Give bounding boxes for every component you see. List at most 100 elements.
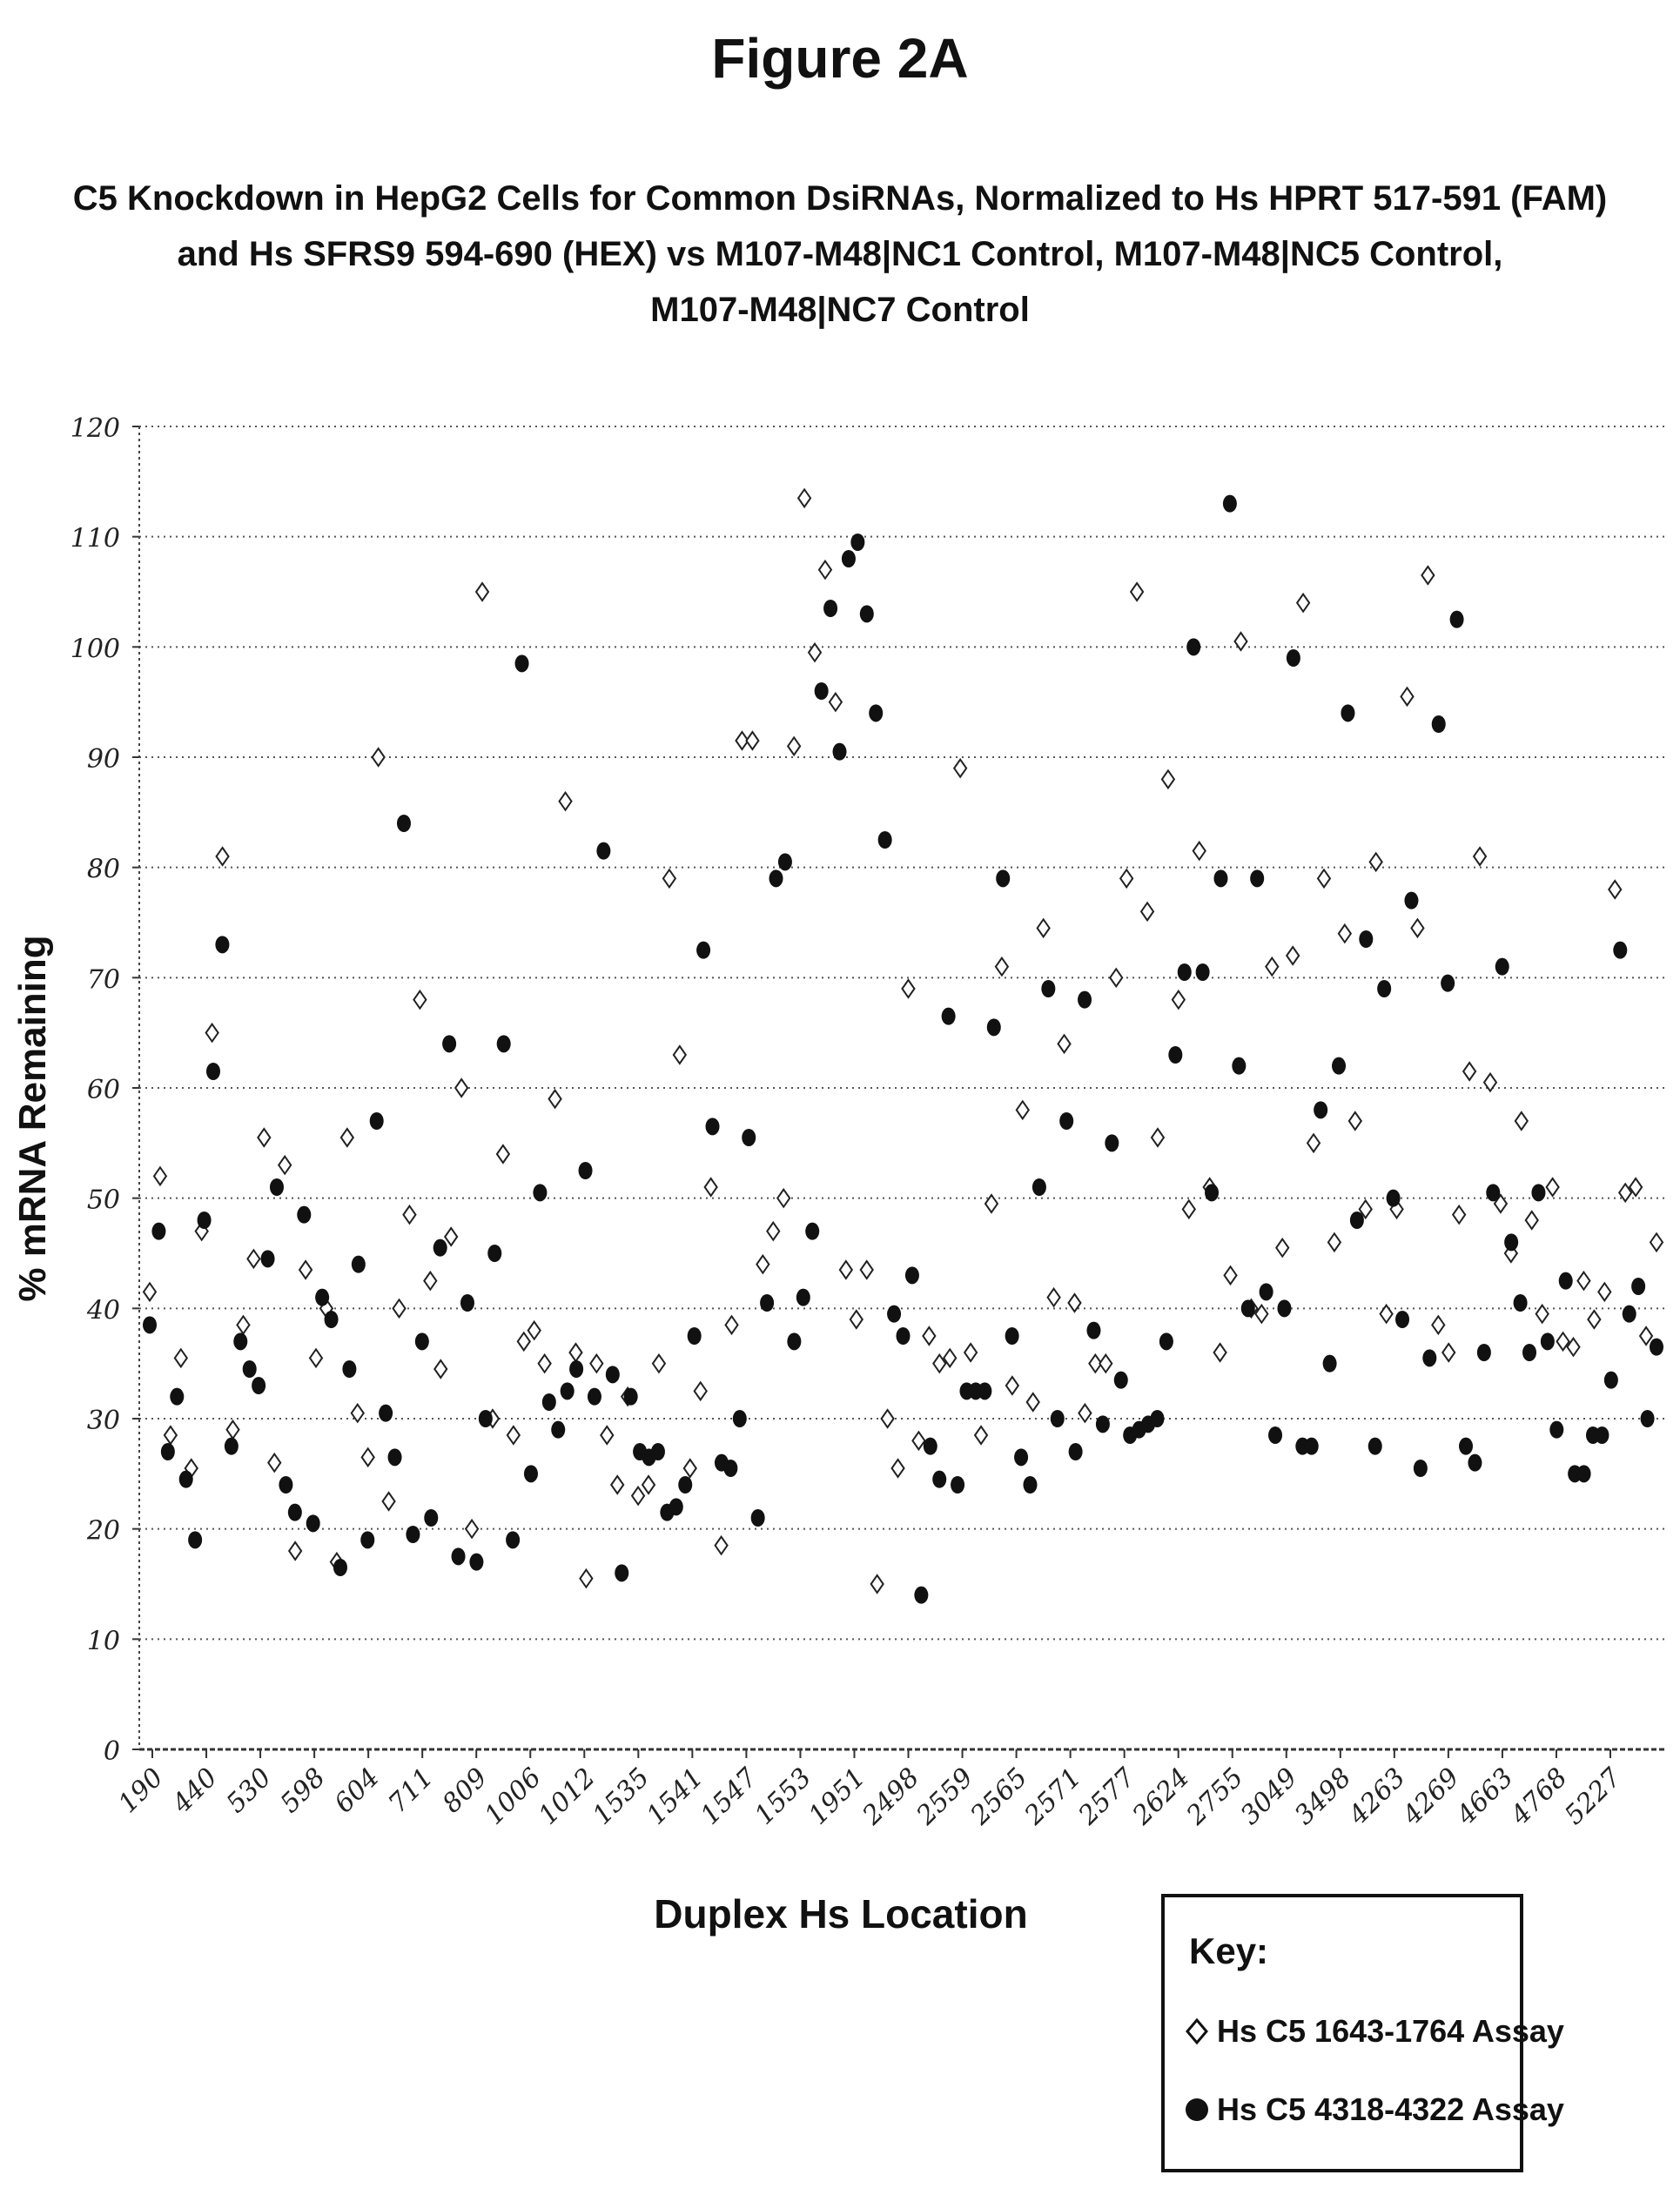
- x-tick-label: 2565: [964, 1762, 1033, 1831]
- point-filled-circle: [1186, 638, 1201, 656]
- point-open-diamond: [682, 1458, 697, 1479]
- point-filled-circle: [814, 682, 829, 700]
- point-filled-circle: [796, 1288, 810, 1306]
- point-open-diamond: [236, 1314, 251, 1336]
- y-tick-label: 100: [71, 634, 120, 664]
- point-filled-circle: [514, 654, 529, 673]
- point-filled-circle: [1395, 1311, 1410, 1328]
- point-filled-circle: [1086, 1321, 1101, 1339]
- point-open-diamond: [870, 1574, 884, 1594]
- point-filled-circle: [478, 1410, 493, 1427]
- point-open-diamond: [1233, 631, 1248, 652]
- point-open-diamond: [173, 1347, 189, 1369]
- point-open-diamond: [1482, 1071, 1498, 1093]
- x-tick-label: 2624: [1126, 1762, 1195, 1831]
- point-filled-circle: [252, 1377, 266, 1394]
- point-filled-circle: [578, 1162, 593, 1179]
- point-open-diamond: [943, 1347, 958, 1369]
- point-open-diamond: [1368, 851, 1383, 873]
- point-open-diamond: [672, 1044, 688, 1065]
- point-filled-circle: [587, 1387, 601, 1406]
- point-filled-circle: [787, 1332, 802, 1351]
- point-filled-circle: [1150, 1410, 1165, 1427]
- point-filled-circle: [1304, 1437, 1319, 1455]
- point-filled-circle: [805, 1222, 820, 1240]
- point-open-diamond: [1078, 1402, 1092, 1424]
- point-filled-circle: [469, 1553, 484, 1571]
- x-axis-label: Duplex Hs Location: [654, 1891, 1027, 1937]
- point-filled-circle: [1095, 1415, 1110, 1433]
- point-filled-circle: [1468, 1453, 1482, 1472]
- point-filled-circle: [1113, 1371, 1128, 1389]
- point-open-diamond: [859, 1259, 874, 1280]
- x-tick-label: 598: [275, 1762, 332, 1819]
- point-open-diamond: [1316, 868, 1332, 889]
- x-tick-label: 1951: [803, 1762, 871, 1831]
- x-tick-label: 1535: [587, 1762, 655, 1831]
- point-open-diamond: [1067, 1292, 1082, 1313]
- point-filled-circle: [188, 1531, 203, 1549]
- point-open-diamond: [1327, 1232, 1342, 1253]
- point-filled-circle: [1105, 1134, 1119, 1152]
- point-open-diamond: [402, 1204, 417, 1225]
- point-filled-circle: [996, 869, 1011, 888]
- point-open-diamond: [849, 1309, 864, 1330]
- point-filled-circle: [406, 1526, 420, 1543]
- point-filled-circle: [769, 869, 783, 888]
- point-open-diamond: [371, 747, 386, 768]
- point-open-diamond: [1514, 1111, 1529, 1131]
- point-open-diamond: [952, 757, 968, 779]
- open-diamond-icon: [1186, 2018, 1208, 2044]
- legend-label-filled-circle: Hs C5 4318-4322 Assay: [1217, 2091, 1564, 2127]
- point-open-diamond: [1535, 1303, 1549, 1325]
- series-filled-circle: [143, 494, 1663, 1604]
- point-filled-circle: [1314, 1101, 1328, 1119]
- point-open-diamond: [1046, 1286, 1061, 1308]
- point-filled-circle: [541, 1393, 556, 1411]
- point-open-diamond: [287, 1541, 303, 1561]
- point-open-diamond: [1472, 846, 1488, 867]
- point-filled-circle: [1259, 1283, 1273, 1301]
- point-open-diamond: [1150, 1127, 1166, 1148]
- point-filled-circle: [1431, 715, 1446, 733]
- legend-label-open-diamond: Hs C5 1643-1764 Assay: [1217, 2013, 1564, 2049]
- y-tick-label: 70: [87, 964, 120, 995]
- point-filled-circle: [1522, 1344, 1537, 1361]
- point-open-diamond: [1358, 1198, 1373, 1220]
- point-open-diamond: [703, 1177, 718, 1198]
- point-filled-circle: [859, 605, 874, 623]
- point-filled-circle: [941, 1007, 956, 1025]
- y-tick-label: 90: [87, 744, 120, 775]
- x-tick-label: 440: [166, 1762, 224, 1820]
- x-tick-label: 1547: [695, 1762, 763, 1830]
- point-open-diamond: [308, 1347, 324, 1369]
- point-open-diamond: [464, 1518, 480, 1540]
- point-open-diamond: [1347, 1111, 1363, 1131]
- y-tick-label: 80: [87, 855, 120, 885]
- point-open-diamond: [600, 1425, 615, 1446]
- point-open-diamond: [568, 1342, 583, 1363]
- figure-label: Figure 2A: [711, 27, 969, 90]
- x-tick-label: 2498: [857, 1762, 925, 1831]
- point-open-diamond: [1410, 917, 1425, 939]
- point-filled-circle: [615, 1564, 629, 1582]
- point-open-diamond: [433, 1359, 448, 1379]
- point-filled-circle: [1476, 1344, 1491, 1361]
- point-open-diamond: [1608, 879, 1623, 900]
- point-open-diamond: [527, 1319, 541, 1341]
- legend: Key: Hs C5 1643-1764 Assay Hs C5 4318-43…: [1161, 1894, 1564, 2172]
- point-open-diamond: [880, 1408, 895, 1429]
- point-filled-circle: [877, 831, 892, 849]
- chart-title-line-3: M107-M48|NC7 Control: [650, 291, 1030, 329]
- point-filled-circle: [732, 1410, 747, 1427]
- x-tick-label: 2755: [1180, 1762, 1249, 1831]
- point-filled-circle: [1205, 1184, 1220, 1202]
- x-tick-label: 4663: [1450, 1762, 1519, 1831]
- point-filled-circle: [1277, 1299, 1292, 1318]
- point-filled-circle: [460, 1294, 474, 1312]
- point-open-diamond: [609, 1474, 625, 1495]
- point-open-diamond: [1223, 1265, 1238, 1286]
- point-filled-circle: [1195, 963, 1210, 981]
- point-filled-circle: [1341, 704, 1355, 722]
- point-filled-circle: [1359, 930, 1374, 948]
